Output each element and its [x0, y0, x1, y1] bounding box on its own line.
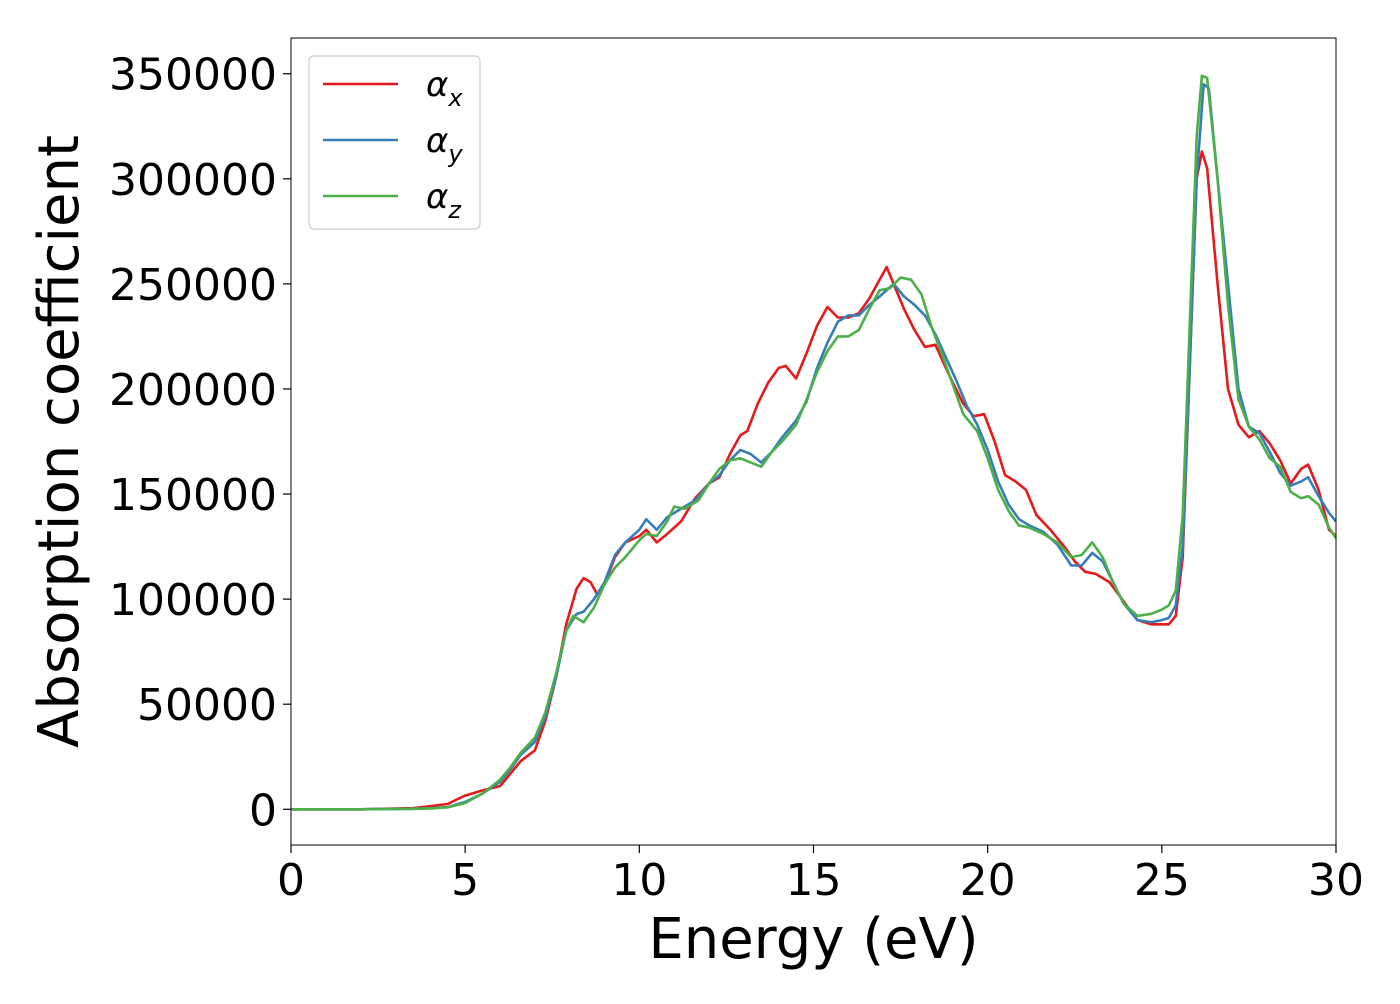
legend-label-subscript: x	[447, 84, 463, 112]
y-tick-label: 250000	[109, 260, 277, 311]
x-tick-label: 20	[960, 855, 1016, 906]
legend-label-base: α	[426, 121, 448, 161]
x-tick-label: 0	[277, 855, 305, 906]
y-axis-ticks: 0 50000 100000 150000 200000 250000 300000 3500…	[109, 50, 291, 836]
legend-label-y: αy	[426, 121, 463, 168]
series-layer	[291, 74, 1336, 811]
x-axis-label: Energy (eV)	[648, 907, 978, 972]
y-tick-label: 50000	[137, 680, 277, 731]
y-tick-label: 100000	[109, 575, 277, 626]
legend-label-x: αx	[426, 65, 463, 112]
x-tick-label: 5	[451, 855, 479, 906]
series-line-z	[291, 74, 1336, 811]
x-axis-ticks: 0 5 10 15 20 25 30	[277, 845, 1364, 906]
y-tick-label: 150000	[109, 470, 277, 521]
y-tick-label: 0	[249, 785, 277, 836]
x-tick-label: 30	[1308, 855, 1364, 906]
y-tick-label: 200000	[109, 365, 277, 416]
legend-label-base: α	[426, 65, 448, 105]
legend-label-z: αz	[426, 177, 462, 224]
legend-label-base: α	[426, 177, 448, 217]
y-tick-label: 300000	[109, 155, 277, 206]
legend-label-subscript: y	[447, 140, 463, 168]
legend-box	[308, 55, 481, 230]
legend-label-subscript: z	[447, 196, 462, 224]
y-tick-label: 350000	[109, 50, 277, 101]
x-tick-label: 10	[611, 855, 667, 906]
y-axis-label: Absorption coefficient	[27, 135, 92, 748]
x-tick-label: 25	[1134, 855, 1190, 906]
x-tick-label: 15	[786, 855, 842, 906]
